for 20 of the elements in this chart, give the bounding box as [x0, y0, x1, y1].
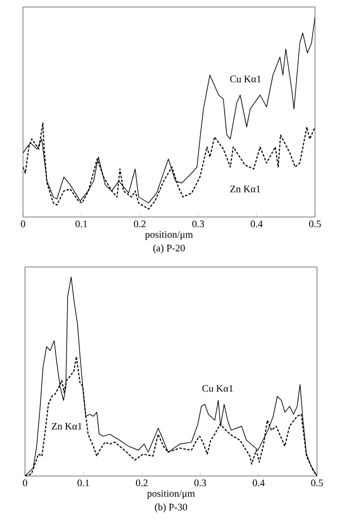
- x-tick-label: 0.3: [194, 480, 206, 486]
- series-label: Cu Kα1: [202, 385, 233, 392]
- x-axis-title: position/μm: [145, 231, 193, 240]
- x-tick-label: 0.2: [136, 480, 148, 486]
- x-axis-title: position/μm: [147, 490, 195, 499]
- x-tick-label: 0.2: [134, 220, 146, 228]
- x-tick-label: 0.1: [76, 220, 88, 228]
- x-tick-label: 0: [20, 220, 26, 228]
- text: (a) P-20: [153, 244, 185, 254]
- series-label: Cu Kα1: [230, 76, 261, 82]
- x-tick-label: 0.4: [252, 480, 265, 486]
- x-tick-label: 0.4: [250, 220, 263, 228]
- text: (b) P-30: [154, 503, 188, 512]
- x-tick-label: 0.3: [192, 220, 204, 228]
- x-tick-label: 0.5: [311, 480, 323, 486]
- x-tick-label: 0.5: [309, 220, 321, 228]
- series-label: Zn Kα1: [52, 422, 82, 430]
- x-tick-label: 0: [22, 480, 28, 486]
- series-label: Zn Kα1: [230, 186, 260, 192]
- x-tick-label: 0.1: [78, 480, 90, 486]
